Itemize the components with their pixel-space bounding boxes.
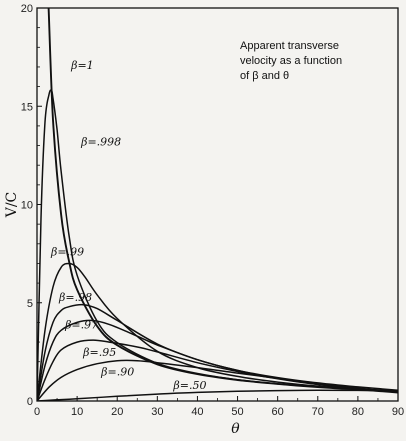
curve-label: β=.50 <box>172 379 206 392</box>
y-tick-label: 5 <box>27 298 33 310</box>
x-tick-label: 10 <box>71 406 83 418</box>
series-line <box>37 262 398 401</box>
plot-area: 0 10 20 30 40 50 60 70 80 90 0 5 10 15 20 θ V/C <box>4 3 404 437</box>
annotation-line: of β and θ <box>240 70 289 82</box>
curve-label: β=.90 <box>100 365 134 378</box>
y-tick-label: 0 <box>27 396 33 408</box>
x-tick-label: 70 <box>312 406 324 418</box>
x-tick-label: 30 <box>151 406 163 418</box>
series-line <box>37 359 398 401</box>
x-tick-label: 80 <box>352 406 364 418</box>
curve-label: β=.99 <box>50 246 84 259</box>
annotation: Apparent transverse velocity as a functio… <box>240 40 342 82</box>
curve-label: β=.97 <box>64 318 98 331</box>
series-line <box>37 89 398 401</box>
curve-labels: β=1 β=.998 β=.99 β=.98 β=.97 β=.95 β=.90 β=.50 <box>50 59 206 392</box>
curve-label: β=.98 <box>58 291 92 304</box>
x-tick-label: 0 <box>34 406 40 418</box>
x-tick-label: 20 <box>111 406 123 418</box>
y-axis-title: V/C <box>4 192 20 219</box>
y-tick-label: 20 <box>21 3 33 15</box>
curve-label: β=.95 <box>82 346 116 359</box>
series-line <box>37 339 398 401</box>
y-tick-label: 10 <box>21 200 33 212</box>
x-axis-title: θ <box>231 421 240 437</box>
x-tick-label: 60 <box>272 406 284 418</box>
y-tick-label: 15 <box>21 101 33 113</box>
curve-label: β=.998 <box>80 136 121 149</box>
annotation-line: Apparent transverse <box>240 40 339 52</box>
annotation-line: velocity as a function <box>240 55 342 67</box>
series-line <box>47 8 398 393</box>
x-tick-label: 50 <box>231 406 243 418</box>
x-tick-label: 90 <box>392 406 404 418</box>
curve-label: β=1 <box>70 59 94 72</box>
series-line <box>37 389 398 401</box>
x-tick-label: 40 <box>191 406 203 418</box>
